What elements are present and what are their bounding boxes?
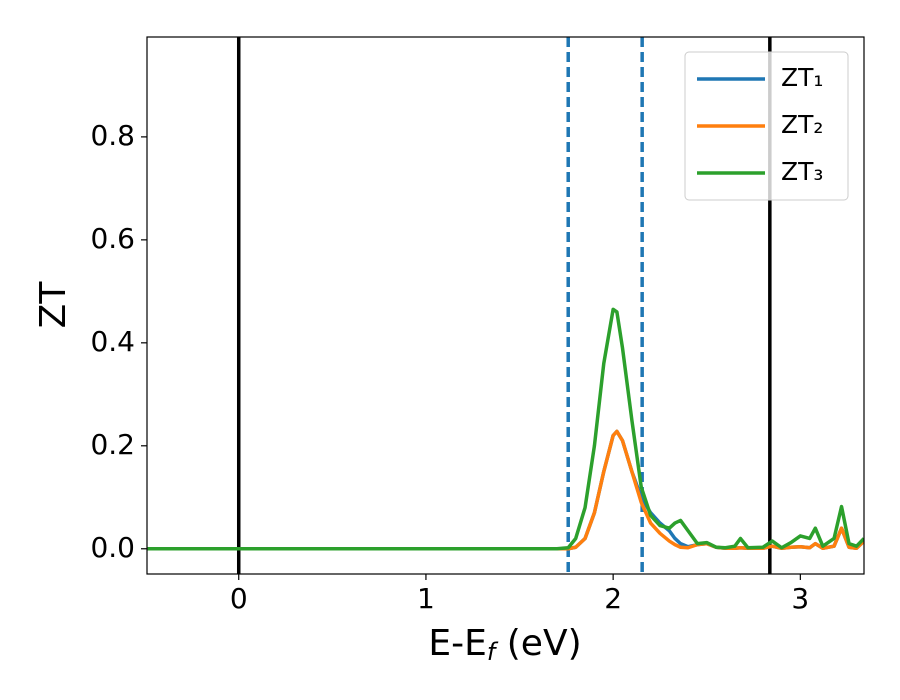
y-tick-label: 0.2: [90, 428, 135, 461]
x-label-part: E-E: [428, 623, 486, 664]
y-tick-label: 0.8: [90, 119, 135, 152]
x-label-part: (eV): [495, 623, 581, 664]
legend-label: ZT₁: [781, 63, 823, 92]
legend-label: ZT₃: [781, 157, 823, 186]
x-tick-label: 3: [791, 582, 809, 615]
legend-label: ZT₂: [781, 110, 823, 139]
series-line: [147, 429, 864, 551]
x-tick-label: 1: [417, 582, 435, 615]
y-axis-label: ZT: [33, 281, 74, 329]
x-tick-label: 0: [230, 582, 248, 615]
y-tick-label: 0.0: [90, 531, 135, 564]
legend-box: [684, 51, 849, 201]
series-line: [147, 307, 864, 551]
x-tick-label: 2: [604, 582, 622, 615]
y-tick-label: 0.4: [90, 325, 135, 358]
x-axis-label: E-Ef (eV): [428, 623, 581, 666]
series-line: [147, 429, 864, 551]
axes-frame: [146, 36, 865, 575]
y-tick-label: 0.6: [90, 222, 135, 255]
